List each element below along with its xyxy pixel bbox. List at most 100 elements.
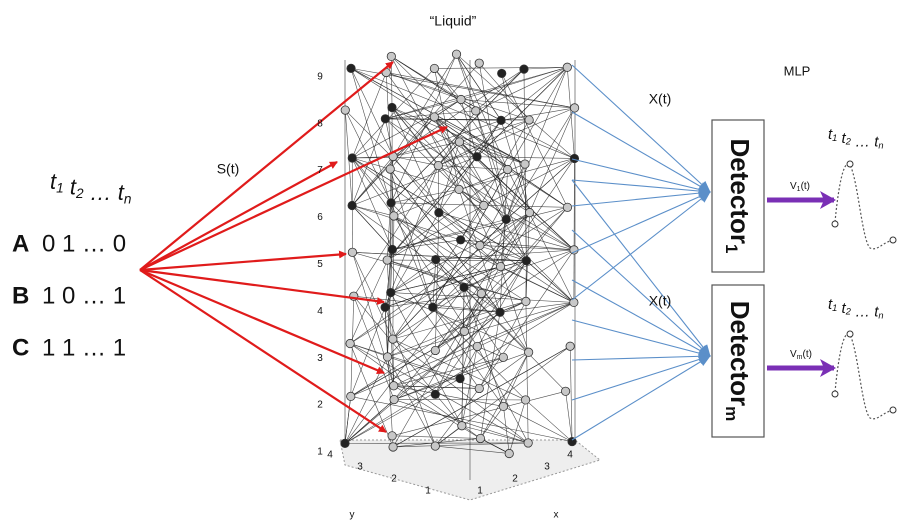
synapse (463, 249, 575, 288)
synapse (459, 141, 527, 261)
synapse (387, 202, 392, 357)
state-arrow (571, 111, 711, 193)
neuron (474, 383, 484, 394)
synapse (435, 345, 571, 447)
synapse (435, 388, 480, 447)
neuron (387, 102, 397, 113)
synapse (435, 260, 527, 351)
neuron (498, 401, 509, 412)
synapse (385, 118, 394, 157)
synapse (392, 339, 395, 386)
state-arrow (571, 355, 711, 441)
synapse (349, 207, 568, 344)
synapse (475, 110, 507, 220)
neuron (430, 345, 440, 356)
base: V (790, 181, 797, 192)
neuron (433, 160, 443, 171)
synapse (387, 259, 465, 288)
synapse (393, 215, 482, 294)
neuron (459, 326, 469, 336)
synapse (350, 396, 573, 442)
neuron (520, 159, 530, 169)
neuron (521, 296, 531, 307)
synapse (344, 302, 575, 444)
synapse (464, 212, 530, 332)
neuron (569, 297, 579, 308)
y-tick-label: 2 (391, 474, 397, 485)
neuron (429, 112, 439, 122)
synapse (500, 266, 574, 303)
synapse (460, 66, 568, 100)
ellipsis: … (90, 180, 112, 205)
neuron (502, 164, 513, 175)
synapse (353, 165, 439, 297)
synapse (393, 141, 460, 157)
y-tick-label: 4 (327, 450, 333, 461)
synapse (385, 72, 485, 206)
synapse (434, 116, 507, 220)
synapse (387, 302, 574, 358)
neuron (475, 240, 485, 251)
neuron (497, 68, 507, 79)
plot-header: t1 t2 … tn (828, 296, 884, 321)
neuron (430, 441, 440, 451)
synapse (384, 165, 439, 308)
synapse (392, 54, 457, 157)
state-arrow (571, 354, 711, 401)
neuron (347, 153, 357, 163)
synapse (435, 249, 575, 260)
synapse (350, 331, 465, 397)
z-tick-label: 6 (317, 212, 323, 223)
synapse (345, 109, 481, 246)
output-label: V1(t) (790, 181, 810, 193)
synapse (384, 307, 436, 447)
subscript: 1 (832, 303, 837, 313)
subscript: n (878, 141, 883, 151)
neuron (382, 255, 392, 265)
synapse (480, 438, 510, 454)
synapse (458, 158, 575, 190)
synapse (505, 107, 575, 220)
synapse (392, 390, 566, 437)
neuron (388, 334, 398, 344)
synapse (350, 68, 394, 157)
synapse (432, 307, 526, 401)
synapse (526, 260, 575, 303)
synapse (351, 62, 480, 206)
neuron (431, 254, 441, 265)
neuron (385, 164, 395, 174)
base: Detector (725, 301, 755, 406)
trace-point (889, 236, 897, 244)
synapse (479, 62, 530, 121)
neuron (386, 287, 396, 298)
neuron (524, 208, 535, 218)
z-tick-label: 5 (317, 259, 323, 270)
synapse (435, 212, 530, 351)
synapse (432, 259, 437, 308)
neuron (498, 352, 508, 362)
base: t (842, 300, 847, 317)
synapse (349, 249, 393, 344)
state-arrow (571, 319, 711, 359)
synapse (477, 346, 504, 358)
synapse (476, 156, 575, 159)
synapse (459, 141, 526, 165)
trace-point (889, 406, 897, 414)
synapse (434, 66, 568, 69)
z-tick-label: 4 (317, 306, 323, 317)
z-tick-label: 2 (317, 400, 323, 411)
neuron (504, 448, 514, 459)
neuron (475, 433, 486, 444)
synapse (432, 169, 508, 308)
state-arrow (571, 191, 711, 301)
input-arrow (139, 61, 394, 271)
neuron (459, 282, 469, 292)
state-arrow (571, 229, 711, 357)
input-name: A (12, 230, 29, 257)
input-arrow (139, 269, 387, 433)
input-header: t1 t2 … tn (50, 169, 131, 206)
synapse (344, 396, 352, 444)
input-arrow (139, 126, 448, 271)
synapse (438, 141, 460, 166)
